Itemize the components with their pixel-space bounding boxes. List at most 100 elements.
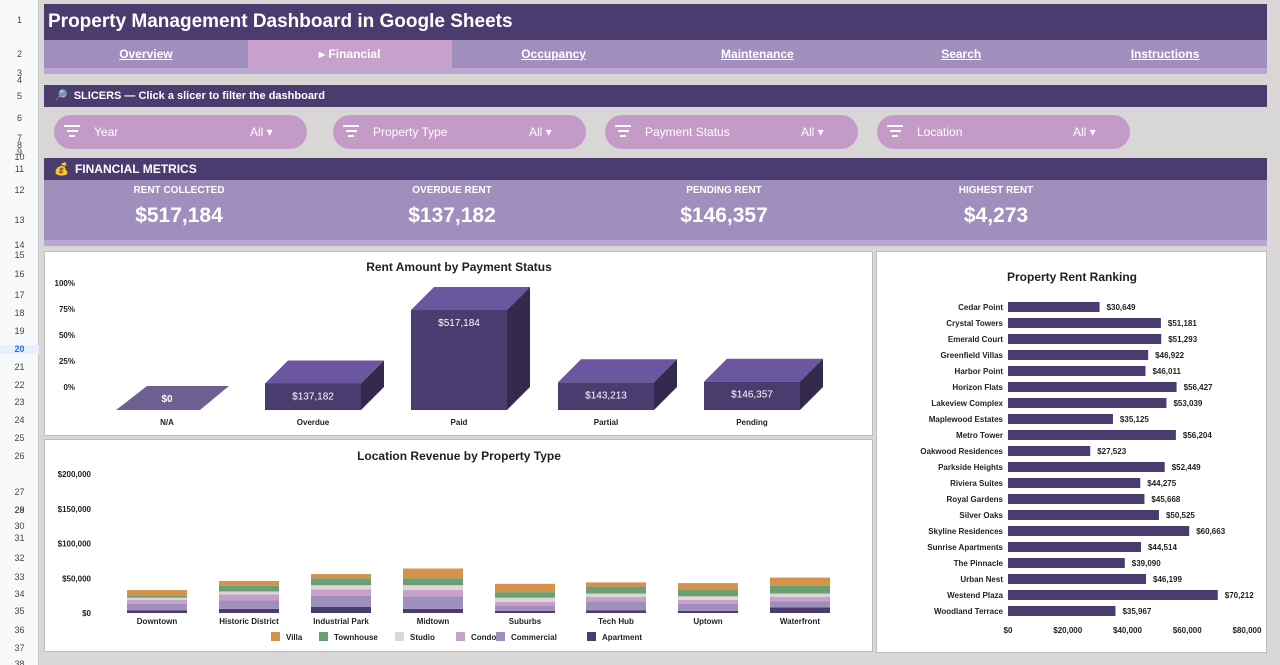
property-rent-ranking-chart: Property Rent Ranking Cedar Point $30,649 C… — [876, 251, 1267, 653]
data-label: $51,293 — [1168, 335, 1197, 344]
row-number[interactable]: 36 — [14, 625, 25, 635]
row-number[interactable]: 18 — [14, 308, 25, 318]
slicer-location[interactable]: Location All ▾ — [877, 115, 1130, 149]
row-number[interactable]: 20 — [0, 345, 39, 354]
bar-segment — [219, 581, 279, 586]
data-label: $50,525 — [1166, 511, 1195, 520]
y-tick-label: Harbor Point — [955, 367, 1004, 376]
row-number[interactable]: 32 — [14, 553, 25, 563]
row-number[interactable]: 4 — [16, 75, 22, 85]
bar-segment — [495, 610, 555, 613]
bar — [1008, 590, 1218, 600]
row-number[interactable]: 19 — [14, 326, 25, 336]
legend-swatch — [395, 632, 404, 641]
data-label: $35,967 — [1122, 607, 1151, 616]
tab-financial[interactable]: ▸ Financial — [247, 40, 452, 68]
row-number[interactable]: 2 — [16, 49, 22, 59]
row-number[interactable]: 13 — [14, 215, 25, 225]
row-number[interactable]: 10 — [14, 152, 25, 162]
row-number[interactable]: 16 — [14, 269, 25, 279]
chart-title: Location Revenue by Property Type — [357, 449, 561, 463]
tab-maintenance[interactable]: Maintenance — [721, 47, 794, 61]
filter-icon — [615, 125, 631, 139]
y-tick-label: Emerald Court — [948, 335, 1003, 344]
row-number[interactable]: 30 — [14, 521, 25, 531]
slicers-header-text: SLICERS — Click a slicer to filter the d… — [73, 90, 325, 102]
bar — [411, 310, 507, 410]
row-number[interactable]: 35 — [14, 606, 25, 616]
data-label: $46,199 — [1153, 575, 1182, 584]
row-number[interactable]: 31 — [14, 533, 25, 543]
row-number[interactable]: 27 — [14, 487, 25, 497]
bar-segment — [127, 590, 187, 596]
bar-segment — [219, 600, 279, 609]
location-revenue-chart: Location Revenue by Property Type $200,00… — [44, 439, 873, 652]
row-number[interactable]: 33 — [14, 572, 25, 582]
tab-instructions[interactable]: Instructions — [1130, 47, 1200, 61]
row-number[interactable]: 26 — [14, 451, 25, 461]
slicer-year[interactable]: Year All ▾ — [54, 115, 307, 149]
row-number[interactable]: 22 — [14, 380, 25, 390]
row-number[interactable]: 24 — [14, 415, 25, 425]
bar-segment — [127, 599, 187, 604]
tab-overview[interactable]: Overview — [119, 47, 173, 61]
row-number[interactable]: 14 — [14, 240, 25, 250]
row-number[interactable]: 28 — [14, 505, 25, 515]
slicer-payment-status[interactable]: Payment Status All ▾ — [605, 115, 858, 149]
slicer-property-type[interactable]: Property Type All ▾ — [333, 115, 586, 149]
nav-divider — [44, 68, 1267, 74]
bar-segment — [770, 593, 830, 598]
row-number[interactable]: 11 — [14, 164, 25, 174]
y-tick-label: Parkside Heights — [938, 463, 1003, 472]
row-number[interactable]: 6 — [16, 113, 22, 123]
bar-segment — [495, 583, 555, 593]
x-tick-label: Tech Hub — [598, 617, 634, 626]
data-label: $44,275 — [1147, 479, 1176, 488]
row-number[interactable]: 17 — [14, 290, 25, 300]
slicer-value: All ▾ — [529, 125, 552, 139]
bar — [1008, 526, 1190, 536]
y-tick-label: Sunrise Apartments — [927, 543, 1003, 552]
row-number[interactable]: 8 — [16, 140, 22, 150]
metrics-divider — [44, 240, 1267, 246]
row-number[interactable]: 9 — [16, 147, 22, 157]
slicer-label: Location — [917, 125, 963, 139]
row-number[interactable]: 15 — [14, 250, 25, 260]
legend-swatch — [271, 632, 280, 641]
metric-value: $4,273 — [963, 204, 1029, 227]
bar-segment — [311, 589, 371, 596]
row-number[interactable]: 25 — [14, 433, 25, 443]
y-tick-label: Metro Tower — [956, 431, 1003, 440]
x-tick-label: Waterfront — [780, 617, 820, 626]
bar-side — [361, 360, 384, 410]
y-tick-label: Horizon Flats — [952, 383, 1003, 392]
data-label: $35,125 — [1120, 415, 1149, 424]
y-tick-label: Westend Plaza — [947, 591, 1003, 600]
bar-segment — [403, 590, 463, 597]
row-number[interactable]: 29 — [14, 505, 25, 515]
row-number[interactable]: 37 — [14, 643, 25, 653]
bar-segment — [127, 595, 187, 598]
bar-segment — [770, 601, 830, 608]
filter-icon — [343, 125, 359, 139]
tab-search[interactable]: Search — [941, 47, 982, 61]
bar-segment — [403, 608, 463, 613]
tab-occupancy[interactable]: Occupancy — [521, 47, 586, 61]
bar-segment — [311, 574, 371, 579]
row-number[interactable]: 12 — [14, 185, 25, 195]
row-number[interactable]: 1 — [16, 15, 22, 25]
y-tick-label: $200,000 — [58, 470, 92, 479]
row-number[interactable]: 34 — [14, 589, 25, 599]
row-number[interactable]: 38 — [14, 659, 25, 665]
legend-swatch — [319, 632, 328, 641]
bar — [1008, 494, 1145, 504]
bar — [1008, 398, 1167, 408]
bar — [1008, 542, 1141, 552]
row-number[interactable]: 21 — [14, 362, 25, 372]
row-number[interactable]: 5 — [16, 91, 22, 101]
row-number[interactable]: 7 — [16, 133, 22, 143]
slicer-value: All ▾ — [801, 125, 824, 139]
row-number[interactable]: 23 — [14, 397, 25, 407]
bar-segment — [311, 606, 371, 613]
row-number[interactable]: 3 — [16, 68, 22, 78]
